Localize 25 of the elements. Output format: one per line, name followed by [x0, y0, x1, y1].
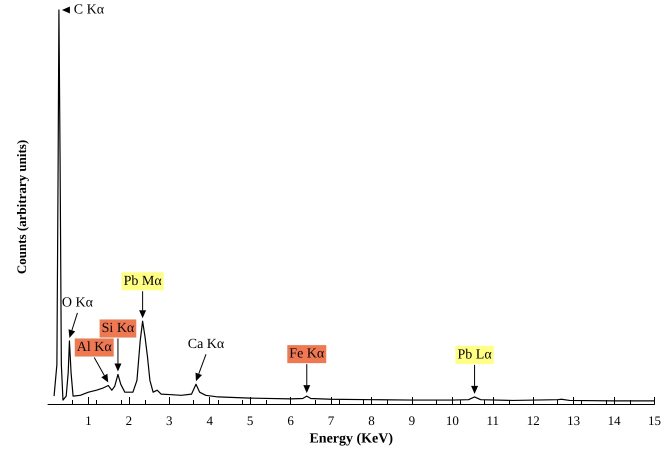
x-axis-title: Energy (KeV): [309, 431, 394, 446]
x-tick-label: 7: [328, 413, 335, 428]
x-tick-label: 2: [126, 413, 132, 428]
annotation: Pb Lα: [457, 347, 492, 362]
annotation: Fe Kα: [289, 346, 325, 362]
annotation: Si Kα: [102, 320, 135, 336]
x-tick-label: 12: [526, 413, 540, 428]
annotation: O Kα: [62, 295, 94, 310]
x-tick-label: 11: [486, 413, 500, 428]
x-tick-label: 1: [85, 413, 92, 428]
annotation: Pb Mα: [124, 274, 162, 289]
x-tick-label: 3: [166, 413, 173, 428]
x-tick-label: 10: [446, 413, 459, 428]
annotation: Ca Kα: [188, 336, 225, 352]
x-tick-label: 8: [368, 413, 375, 428]
x-tick-label: 14: [608, 413, 622, 428]
x-tick-label: 13: [567, 413, 580, 428]
x-tick-label: 6: [287, 413, 294, 428]
x-tick-label: 5: [246, 413, 254, 428]
y-axis-title: Counts (arbitrary units): [14, 140, 29, 274]
annotation: Al Kα: [76, 340, 112, 355]
annotation: C Kα: [74, 2, 105, 18]
x-tick-label: 15: [648, 413, 661, 428]
x-tick-label: 4: [206, 413, 214, 428]
x-tick-label: 9: [408, 413, 416, 428]
